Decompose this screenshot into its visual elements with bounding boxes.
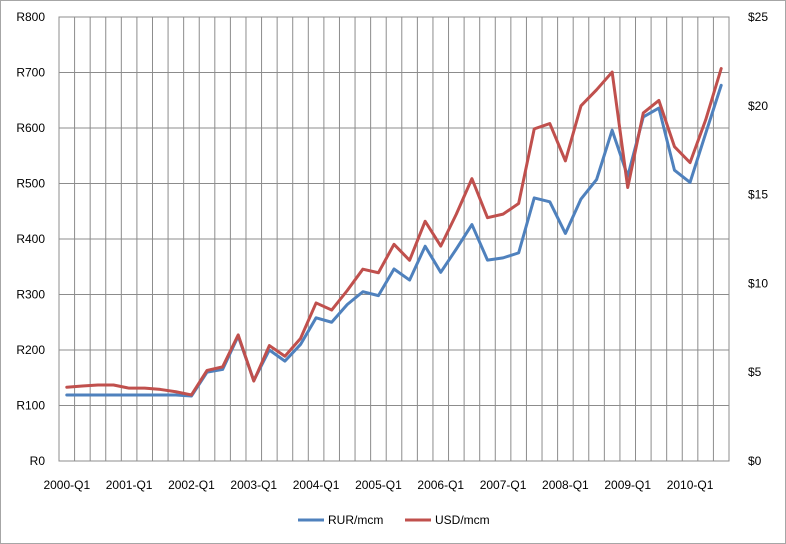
left-tick-label: R800 — [16, 10, 45, 24]
left-tick-label: R0 — [30, 454, 46, 468]
right-tick-label: $15 — [748, 188, 768, 202]
x-tick-label: 2000-Q1 — [43, 478, 90, 492]
plot-border — [58, 16, 730, 462]
right-tick-label: $0 — [748, 454, 762, 468]
left-axis-ticks: R0 R100 R200 R300 R400 R500 R600 R700 R800 — [16, 10, 45, 468]
x-tick-label: 2007-Q1 — [480, 478, 527, 492]
legend: RUR/mcm USD/mcm — [298, 513, 490, 527]
legend-label-usd: USD/mcm — [435, 513, 490, 527]
x-tick-label: 2006-Q1 — [417, 478, 464, 492]
plot-area-border — [58, 16, 730, 462]
left-tick-label: R600 — [16, 121, 45, 135]
series-line-usd — [65, 67, 723, 397]
legend-label-rur: RUR/mcm — [328, 513, 383, 527]
right-axis-ticks: $0 $5 $10 $15 $20 $25 — [748, 10, 768, 468]
left-tick-label: R300 — [16, 288, 45, 302]
series-line-rur — [65, 83, 723, 398]
right-tick-label: $10 — [748, 276, 768, 290]
x-tick-label: 2008-Q1 — [542, 478, 589, 492]
series-layer — [65, 67, 723, 398]
x-tick-label: 2003-Q1 — [230, 478, 277, 492]
x-tick-label: 2004-Q1 — [293, 478, 340, 492]
right-tick-label: $5 — [748, 365, 762, 379]
x-tick-label: 2005-Q1 — [355, 478, 402, 492]
x-axis-ticks: 2000-Q1 2001-Q1 2002-Q1 2003-Q1 2004-Q1 2005-… — [43, 478, 713, 492]
x-tick-label: 2002-Q1 — [168, 478, 215, 492]
x-tick-label: 2010-Q1 — [667, 478, 714, 492]
x-tick-label: 2001-Q1 — [106, 478, 153, 492]
x-tick-label: 2009-Q1 — [604, 478, 651, 492]
left-tick-label: R400 — [16, 232, 45, 246]
right-tick-label: $25 — [748, 10, 768, 24]
left-tick-label: R200 — [16, 343, 45, 357]
left-tick-label: R500 — [16, 177, 45, 191]
right-tick-label: $20 — [748, 99, 768, 113]
left-tick-label: R700 — [16, 66, 45, 80]
left-tick-label: R100 — [16, 399, 45, 413]
